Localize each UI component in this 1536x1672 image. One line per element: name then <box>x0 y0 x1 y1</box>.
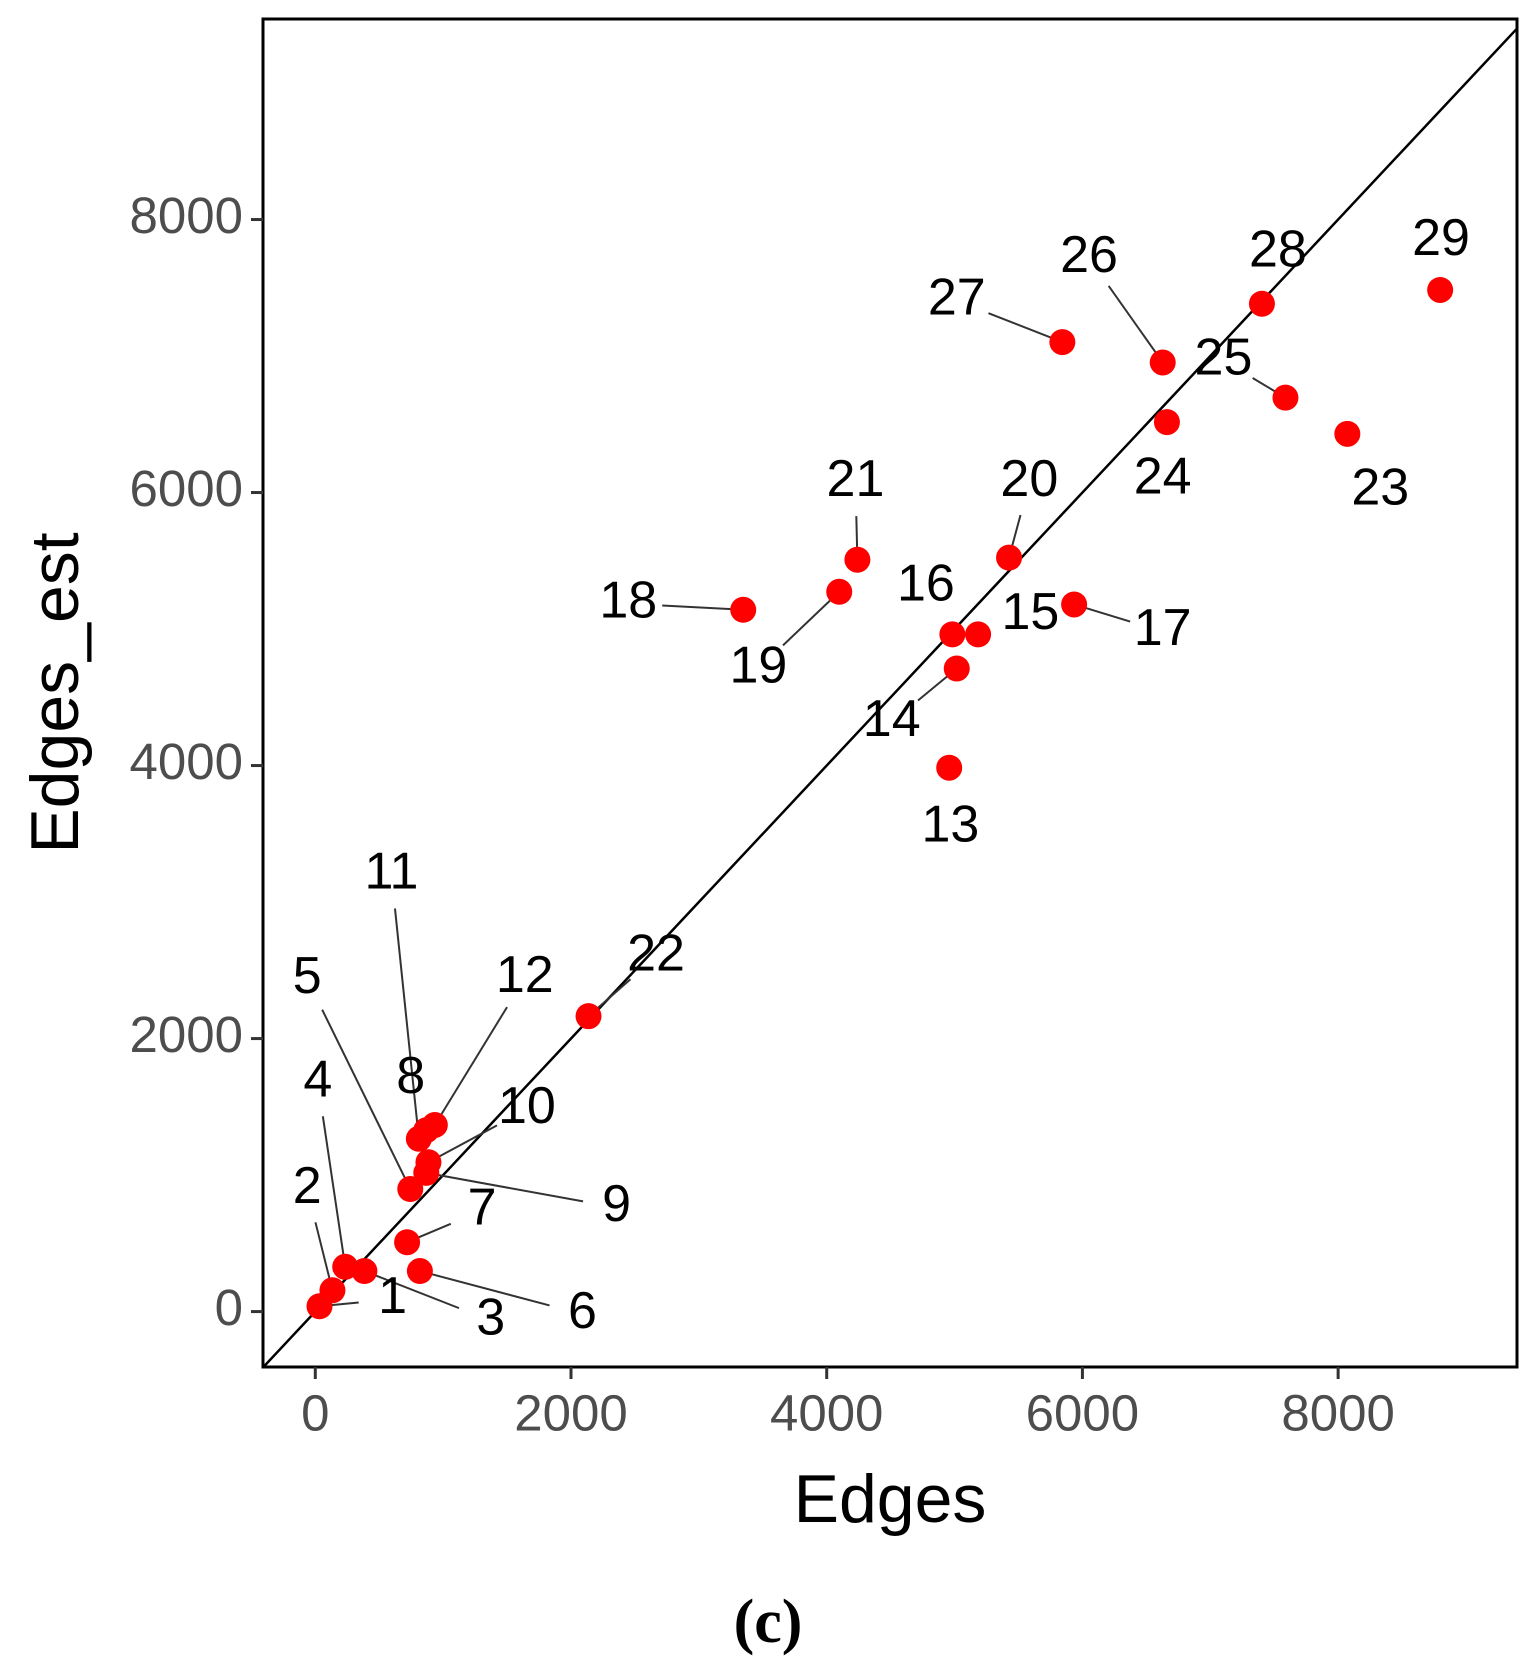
point <box>575 1003 602 1030</box>
points-layer <box>306 276 1454 1320</box>
point-label: 13 <box>921 795 979 853</box>
y-tick-label: 8000 <box>130 187 243 244</box>
leader-line <box>988 312 1063 344</box>
x-tick-label: 0 <box>301 1384 329 1441</box>
point <box>1272 384 1299 411</box>
point-label: 24 <box>1134 448 1192 506</box>
point-label: 4 <box>303 1050 332 1108</box>
point <box>415 1149 442 1176</box>
point <box>936 754 963 781</box>
point <box>394 1229 421 1256</box>
point-label: 11 <box>364 842 418 900</box>
point-label: 27 <box>928 269 986 327</box>
point <box>1334 420 1361 447</box>
y-tick-label: 4000 <box>130 733 243 790</box>
point-label: 15 <box>1001 583 1059 641</box>
leader-line <box>364 1270 460 1310</box>
point-label: 19 <box>729 637 787 695</box>
point-label: 6 <box>568 1282 597 1340</box>
point-label: 25 <box>1195 328 1253 386</box>
point-label: 28 <box>1249 221 1307 279</box>
leader-line <box>393 908 420 1139</box>
y-tick-label: 6000 <box>130 460 243 517</box>
point <box>1153 409 1180 436</box>
point <box>943 655 970 682</box>
plot-frame <box>261 17 1519 1369</box>
point <box>1427 276 1454 303</box>
identity-line <box>263 26 1517 1367</box>
leader-line <box>321 1009 412 1190</box>
point <box>730 596 757 623</box>
point-label: 8 <box>396 1047 425 1105</box>
leader-line <box>433 1006 508 1126</box>
point <box>826 578 853 605</box>
point <box>1149 349 1176 376</box>
point <box>319 1277 346 1304</box>
point-label: 17 <box>1134 599 1192 657</box>
point-label: 23 <box>1351 458 1409 516</box>
point-label: 20 <box>1000 450 1058 508</box>
point-label: 29 <box>1412 209 1470 267</box>
point-label: 2 <box>293 1157 322 1215</box>
point-label: 1 <box>378 1267 407 1325</box>
lines-layer <box>263 26 1517 1367</box>
point <box>332 1253 359 1280</box>
leader-line <box>321 1116 347 1267</box>
y-tick-label: 2000 <box>130 1006 243 1063</box>
point <box>996 544 1023 571</box>
point-label: 16 <box>897 554 955 612</box>
point-label: 18 <box>599 571 657 629</box>
leader-line <box>419 1270 550 1307</box>
x-axis-title: Edges <box>794 1461 987 1537</box>
x-tick-label: 4000 <box>770 1384 883 1441</box>
point-label: 10 <box>498 1077 556 1135</box>
point <box>1248 290 1275 317</box>
point <box>844 546 871 573</box>
point-label: 9 <box>602 1175 631 1233</box>
point-label: 7 <box>468 1178 497 1236</box>
point <box>965 621 992 648</box>
leader-line <box>1107 285 1164 364</box>
x-tick-label: 6000 <box>1026 1384 1139 1441</box>
y-tick-label: 0 <box>215 1279 243 1336</box>
leader-line <box>426 1171 584 1203</box>
y-axis-title: Edges_est <box>17 532 93 853</box>
point <box>1061 591 1088 618</box>
point <box>421 1111 448 1138</box>
point-label: 21 <box>827 450 885 508</box>
point <box>406 1258 433 1285</box>
point-label: 5 <box>293 947 322 1005</box>
leader-line <box>662 604 744 611</box>
point-label: 22 <box>627 925 685 983</box>
x-tick-label: 2000 <box>514 1384 627 1441</box>
x-tick-label: 8000 <box>1281 1384 1394 1441</box>
point-label: 3 <box>476 1288 505 1346</box>
point <box>397 1175 424 1202</box>
point-label: 26 <box>1060 226 1118 284</box>
point <box>1049 329 1076 356</box>
point-label: 14 <box>863 690 921 748</box>
caption: (c) <box>734 1588 803 1656</box>
point <box>939 621 966 648</box>
point-label: 12 <box>496 946 554 1004</box>
